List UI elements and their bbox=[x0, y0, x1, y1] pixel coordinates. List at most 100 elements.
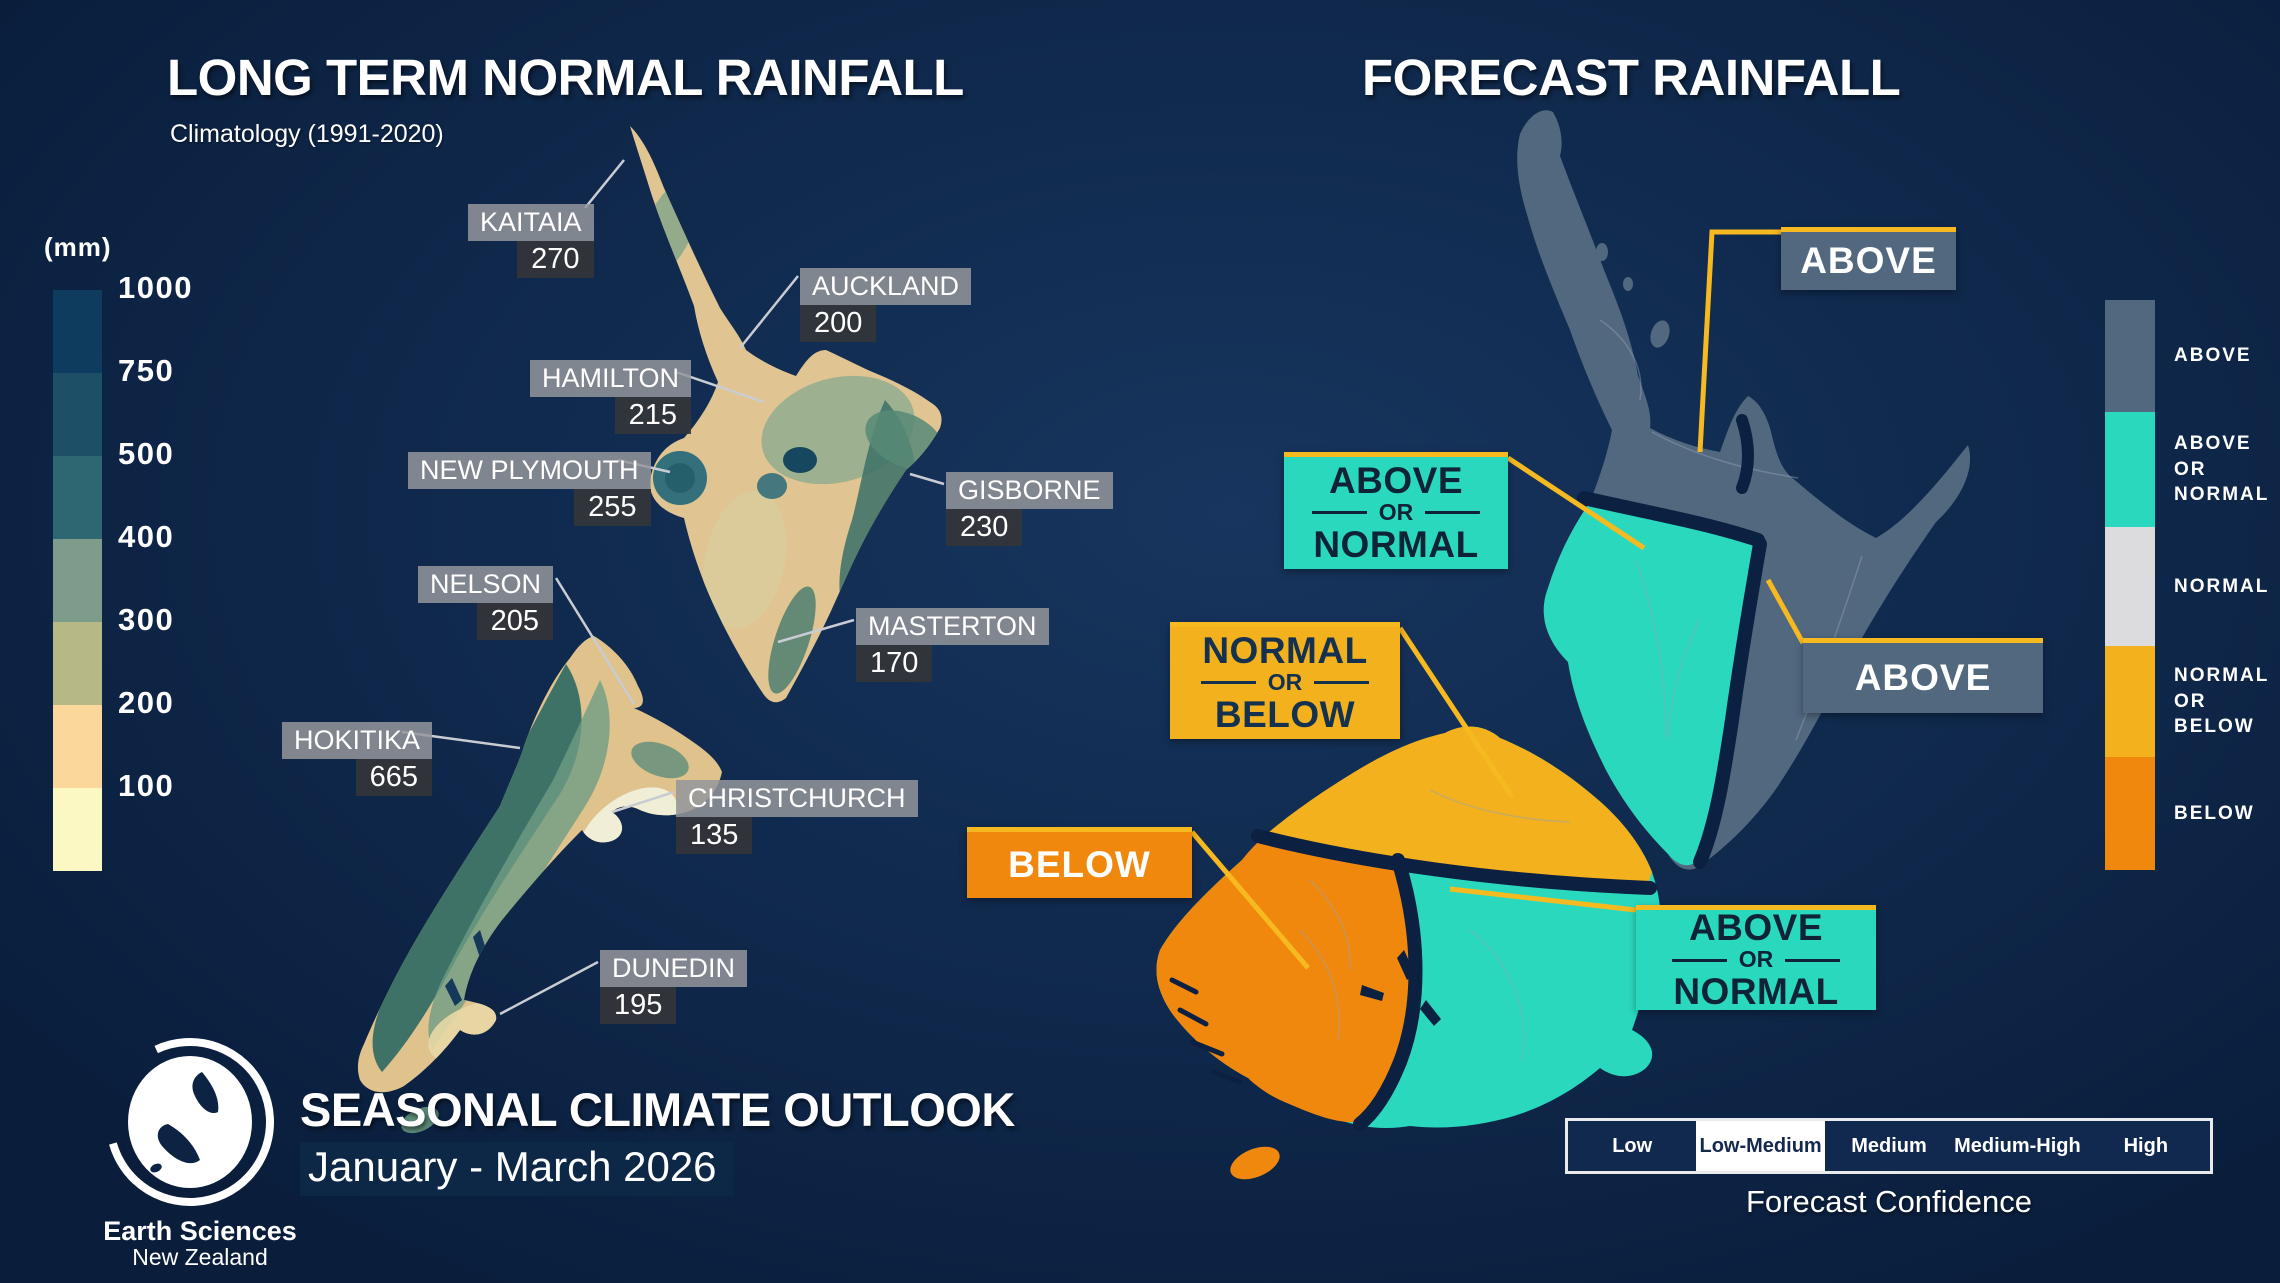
great-barrier-island bbox=[1650, 320, 1670, 348]
offshore-island bbox=[1596, 243, 1608, 261]
city-label-dunedin: DUNEDIN 195 bbox=[600, 950, 748, 1024]
legend-swatch-normal bbox=[2105, 527, 2155, 646]
city-name: GISBORNE bbox=[946, 472, 1113, 509]
city-value: 195 bbox=[600, 987, 677, 1024]
forecast-south-island-below-region bbox=[1156, 838, 1414, 1123]
forecast-south-island-normal-or-below-region bbox=[1262, 726, 1652, 884]
city-label-christchurch: CHRISTCHURCH 135 bbox=[676, 780, 918, 854]
forecast-label-normal-or-below: NORMAL OR BELOW bbox=[1170, 622, 1400, 739]
city-name: MASTERTON bbox=[856, 608, 1049, 645]
city-value: 215 bbox=[614, 397, 692, 434]
label-line2: OR bbox=[1312, 500, 1481, 526]
offshore-island bbox=[1623, 277, 1633, 291]
scale-swatch-500 bbox=[53, 456, 102, 539]
city-name: AUCKLAND bbox=[800, 268, 972, 305]
scale-swatch-1000 bbox=[53, 290, 102, 373]
label-line3: NORMAL bbox=[1313, 523, 1479, 565]
confidence-level-low-medium: Low-Medium bbox=[1696, 1121, 1825, 1171]
legend-text: OR bbox=[2174, 690, 2207, 712]
confidence-level-medium-high: Medium-High bbox=[1954, 1134, 2081, 1157]
city-label-new-plymouth: NEW PLYMOUTH 255 bbox=[408, 452, 651, 526]
forecast-north-island-above-or-normal-region bbox=[1543, 502, 1756, 866]
stewart-island-forecast bbox=[1230, 1146, 1280, 1180]
label-line3: BELOW bbox=[1214, 693, 1356, 735]
confidence-level-medium: Medium bbox=[1851, 1134, 1927, 1157]
city-label-gisborne: GISBORNE 230 bbox=[946, 472, 1113, 546]
left-panel-subtitle: Climatology (1991-2020) bbox=[170, 120, 444, 148]
legend-label-below: BELOW bbox=[2174, 757, 2280, 870]
label-line2: OR bbox=[1201, 670, 1370, 696]
label-line1: ABOVE bbox=[1328, 459, 1464, 501]
forecast-confidence-bar: Low Low-Medium Medium Medium-High High bbox=[1565, 1118, 2213, 1174]
city-name: KAITAIA bbox=[468, 204, 594, 241]
city-name: HAMILTON bbox=[530, 360, 692, 397]
legend-label-normal: NORMAL bbox=[2174, 527, 2280, 646]
scale-swatch-400 bbox=[53, 539, 102, 622]
city-label-nelson: NELSON 205 bbox=[418, 566, 554, 640]
label-line1: ABOVE bbox=[1688, 906, 1824, 948]
rainfall-color-scale bbox=[53, 290, 102, 871]
legend-text: BELOW bbox=[2174, 716, 2255, 738]
right-panel-title: FORECAST RAINFALL bbox=[1362, 49, 1901, 106]
climatology-map bbox=[357, 126, 945, 1134]
city-name: NEW PLYMOUTH bbox=[408, 452, 651, 489]
city-label-hamilton: HAMILTON 215 bbox=[530, 360, 692, 434]
forecast-label-above-or-normal-south: ABOVE OR NORMAL bbox=[1636, 905, 1876, 1011]
scale-tick-300: 300 bbox=[118, 602, 175, 638]
legend-text: NORMAL bbox=[2174, 484, 2270, 506]
scale-swatch-200 bbox=[53, 705, 102, 788]
legend-text: NORMAL bbox=[2174, 575, 2270, 597]
left-panel-title: LONG TERM NORMAL RAINFALL bbox=[167, 49, 964, 106]
legend-swatch-above-or-normal bbox=[2105, 412, 2155, 527]
label-text: ABOVE bbox=[1800, 240, 1937, 281]
legend-swatch-normal-or-below bbox=[2105, 646, 2155, 757]
fiord-slivers bbox=[1169, 977, 1243, 1085]
north-island-terrain-detail bbox=[631, 174, 942, 694]
scale-tick-400: 400 bbox=[118, 519, 175, 555]
legend-swatch-below bbox=[2105, 757, 2155, 870]
city-name: HOKITIKA bbox=[282, 722, 433, 759]
forecast-confidence-title: Forecast Confidence bbox=[1745, 1184, 2033, 1219]
city-value: 200 bbox=[800, 305, 877, 342]
scale-tick-500: 500 bbox=[118, 436, 175, 472]
forecast-label-above-north: ABOVE bbox=[1781, 227, 1956, 290]
city-name: DUNEDIN bbox=[600, 950, 748, 987]
label-text: ABOVE bbox=[1854, 657, 1992, 698]
logo-org-name: Earth Sciences bbox=[103, 1216, 297, 1246]
city-name: CHRISTCHURCH bbox=[676, 780, 918, 817]
outlook-heading: SEASONAL CLIMATE OUTLOOK bbox=[300, 1083, 1015, 1136]
legend-text: NORMAL bbox=[2174, 665, 2270, 687]
scale-unit-label: (mm) bbox=[44, 232, 112, 262]
scale-tick-1000: 1000 bbox=[118, 270, 193, 306]
forecast-label-above-or-normal-west: ABOVE OR NORMAL bbox=[1284, 452, 1508, 569]
scale-tick-750: 750 bbox=[118, 353, 175, 389]
city-value: 135 bbox=[676, 817, 753, 854]
city-label-masterton: MASTERTON 170 bbox=[856, 608, 1049, 682]
scale-swatch-100 bbox=[53, 788, 102, 871]
scale-swatch-300 bbox=[53, 622, 102, 705]
forecast-map bbox=[1156, 110, 1971, 1180]
legend-label-normal-or-below: NORMAL OR BELOW bbox=[2174, 646, 2280, 757]
city-label-auckland: AUCKLAND 200 bbox=[800, 268, 972, 342]
legend-text: BELOW bbox=[2174, 802, 2255, 824]
city-label-kaitaia: KAITAIA 270 bbox=[468, 204, 594, 278]
label-line1: NORMAL bbox=[1202, 629, 1368, 671]
earth-sciences-logo bbox=[106, 1038, 274, 1206]
forecast-label-below: BELOW bbox=[967, 827, 1192, 898]
legend-text: ABOVE bbox=[2174, 433, 2252, 455]
city-value: 255 bbox=[574, 489, 651, 526]
scale-tick-200: 200 bbox=[118, 685, 175, 721]
legend-label-above-or-normal: ABOVE OR NORMAL bbox=[2174, 412, 2280, 527]
district-boundaries bbox=[1599, 319, 1863, 741]
district-boundaries-si bbox=[1299, 789, 1571, 1061]
confidence-level-high: High bbox=[2123, 1134, 2169, 1157]
forecast-leader-lines bbox=[1190, 229, 1806, 970]
logo-org-country: New Zealand bbox=[132, 1244, 268, 1270]
city-value: 665 bbox=[355, 759, 433, 796]
city-value: 170 bbox=[856, 645, 933, 682]
stewart-island-shape bbox=[401, 1106, 439, 1134]
logo-nz-silhouette bbox=[150, 1072, 219, 1173]
outlook-period: January - March 2026 bbox=[300, 1142, 733, 1196]
city-value: 205 bbox=[476, 603, 554, 640]
